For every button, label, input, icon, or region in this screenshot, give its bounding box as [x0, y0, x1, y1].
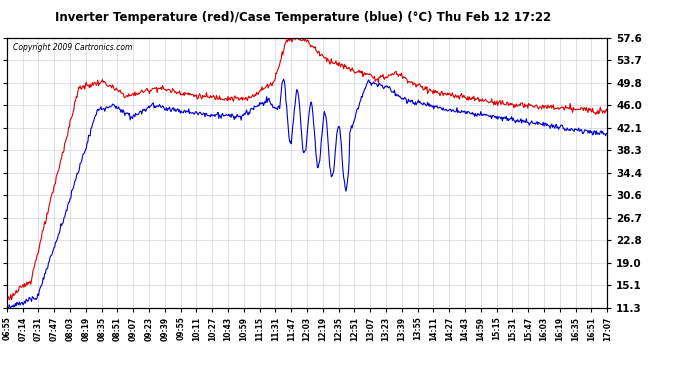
Text: Inverter Temperature (red)/Case Temperature (blue) (°C) Thu Feb 12 17:22: Inverter Temperature (red)/Case Temperat… [55, 11, 552, 24]
Text: Copyright 2009 Cartronics.com: Copyright 2009 Cartronics.com [13, 43, 132, 52]
